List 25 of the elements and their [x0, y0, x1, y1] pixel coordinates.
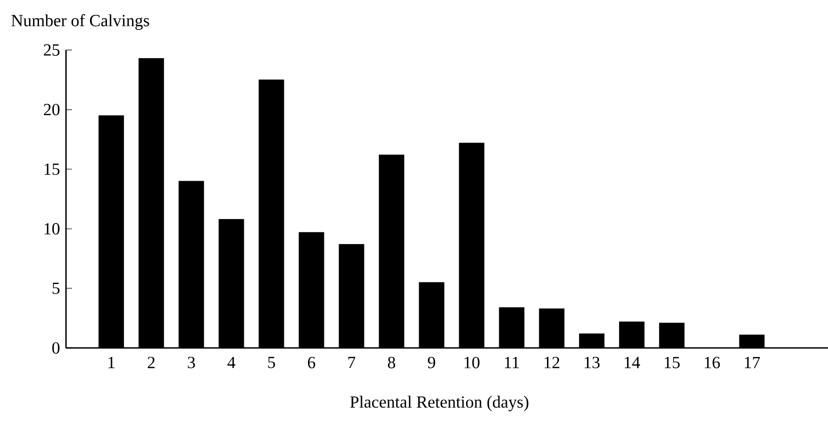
x-tick-label: 14	[624, 356, 640, 368]
y-tick-label: 20	[44, 104, 60, 116]
x-tick-label: 5	[268, 356, 276, 368]
x-tick-label: 13	[584, 356, 600, 368]
x-tick-label: 6	[308, 356, 316, 368]
x-tick-label: 4	[227, 356, 236, 368]
y-tick-label: 15	[44, 163, 60, 175]
x-tick-label: 15	[664, 356, 680, 368]
y-axis-title: Number of Calvings	[11, 14, 150, 30]
y-tick-label: 0	[52, 342, 60, 354]
y-tick-label: 10	[44, 223, 60, 235]
x-tick-label: 16	[704, 356, 720, 368]
x-tick-label: 10	[464, 356, 480, 368]
x-tick-label: 3	[188, 356, 195, 368]
x-tick-label: 2	[148, 356, 155, 368]
x-tick-label: 9	[428, 356, 436, 368]
y-tick-label: 5	[52, 282, 60, 294]
y-tick-label: 25	[44, 44, 60, 56]
x-tick-label: 11	[504, 356, 519, 368]
x-tick-label: 8	[388, 356, 396, 368]
x-tick-label: 12	[544, 356, 560, 368]
x-tick-label: 17	[744, 356, 760, 368]
x-tick-label: 1	[108, 356, 114, 368]
x-axis-title: Placental Retention (days)	[350, 396, 528, 412]
x-tick-label: 7	[348, 356, 356, 368]
